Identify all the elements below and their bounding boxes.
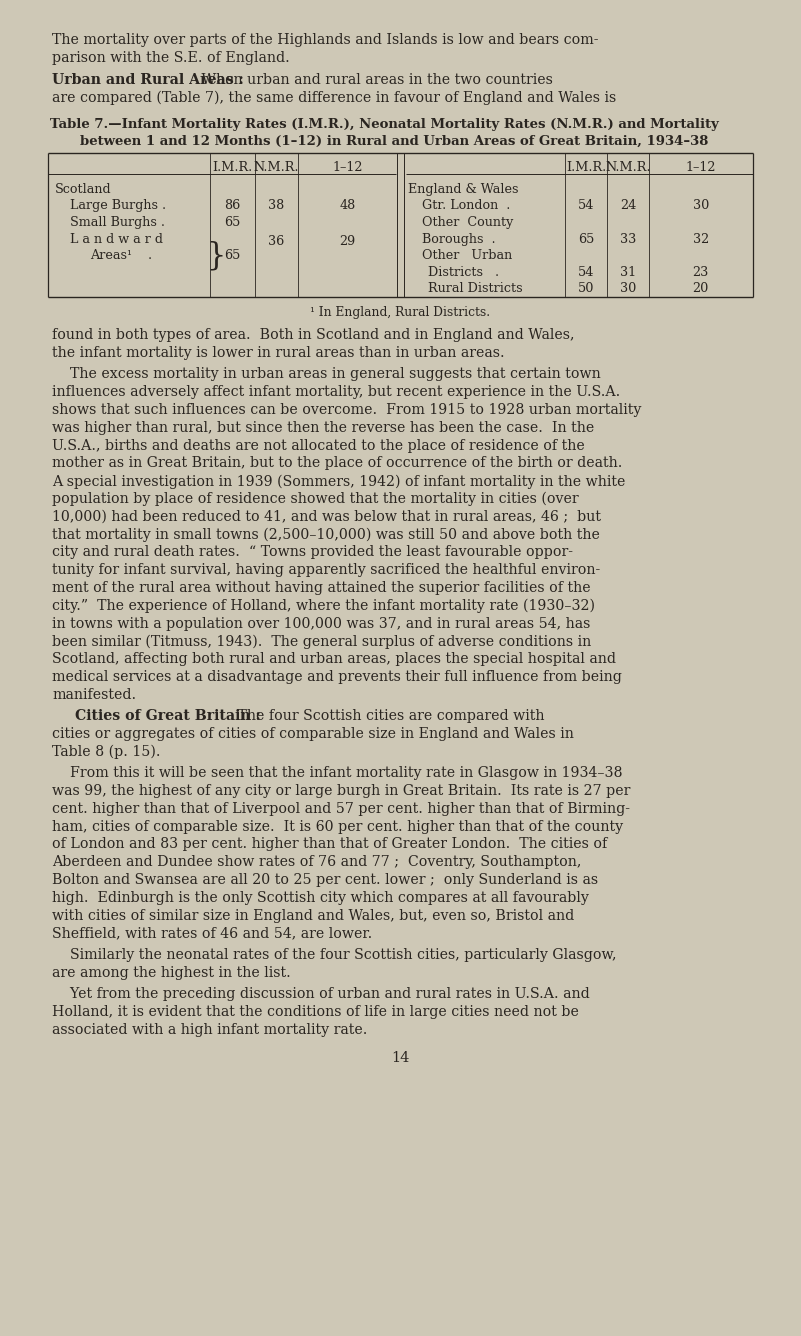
Text: influences adversely affect infant mortality, but recent experience in the U.S.A: influences adversely affect infant morta… <box>52 385 620 399</box>
Text: 20: 20 <box>693 282 709 295</box>
Text: mother as in Great Britain, but to the place of occurrence of the birth or death: mother as in Great Britain, but to the p… <box>52 457 622 470</box>
Text: ment of the rural area without having attained the superior facilities of the: ment of the rural area without having at… <box>52 581 590 595</box>
Text: England & Wales: England & Wales <box>409 183 519 196</box>
Text: Gtr. London  .: Gtr. London . <box>422 199 511 212</box>
Text: 31: 31 <box>620 266 636 279</box>
Text: Urban and Rural Areas :: Urban and Rural Areas : <box>52 73 244 87</box>
Text: parison with the S.E. of England.: parison with the S.E. of England. <box>52 51 290 65</box>
Text: found in both types of area.  Both in Scotland and in England and Wales,: found in both types of area. Both in Sco… <box>52 329 574 342</box>
Text: between 1 and 12 Months (1–12) in Rural and Urban Areas of Great Britain, 1934–3: between 1 and 12 Months (1–12) in Rural … <box>80 135 708 148</box>
Text: Other  County: Other County <box>422 216 514 228</box>
Text: ¹ In England, Rural Districts.: ¹ In England, Rural Districts. <box>311 306 490 319</box>
Text: }: } <box>207 240 226 271</box>
Text: population by place of residence showed that the mortality in cities (over: population by place of residence showed … <box>52 492 578 506</box>
Text: 54: 54 <box>578 199 594 212</box>
Text: tunity for infant survival, having apparently sacrificed the healthful environ-: tunity for infant survival, having appar… <box>52 564 600 577</box>
Text: Scotland: Scotland <box>55 183 111 196</box>
Text: 65: 65 <box>578 232 594 246</box>
Text: 33: 33 <box>620 232 636 246</box>
Text: 38: 38 <box>268 199 284 212</box>
Text: of London and 83 per cent. higher than that of Greater London.  The cities of: of London and 83 per cent. higher than t… <box>52 838 607 851</box>
Text: city and rural death rates.  “ Towns provided the least favourable oppor-: city and rural death rates. “ Towns prov… <box>52 545 573 560</box>
Text: N.M.R.: N.M.R. <box>606 162 650 175</box>
Text: was 99, the highest of any city or large burgh in Great Britain.  Its rate is 27: was 99, the highest of any city or large… <box>52 784 630 798</box>
Text: I.M.R.: I.M.R. <box>212 162 252 175</box>
Text: 50: 50 <box>578 282 594 295</box>
Text: Other   Urban: Other Urban <box>422 250 513 262</box>
Text: 48: 48 <box>340 199 356 212</box>
Text: cities or aggregates of cities of comparable size in England and Wales in: cities or aggregates of cities of compar… <box>52 727 574 741</box>
Text: manifested.: manifested. <box>52 688 136 701</box>
Text: Aberdeen and Dundee show rates of 76 and 77 ;  Coventry, Southampton,: Aberdeen and Dundee show rates of 76 and… <box>52 855 582 870</box>
Text: 65: 65 <box>224 216 240 228</box>
Text: 10,000) had been reduced to 41, and was below that in rural areas, 46 ;  but: 10,000) had been reduced to 41, and was … <box>52 510 601 524</box>
Text: Areas¹    .: Areas¹ . <box>90 250 152 262</box>
Text: 86: 86 <box>224 199 240 212</box>
Text: I.M.R.: I.M.R. <box>566 162 606 175</box>
Text: 54: 54 <box>578 266 594 279</box>
Text: Scotland, affecting both rural and urban areas, places the special hospital and: Scotland, affecting both rural and urban… <box>52 652 616 667</box>
Text: 65: 65 <box>224 250 240 262</box>
Text: Small Burghs .: Small Burghs . <box>70 216 165 228</box>
Text: Cities of Great Britain :: Cities of Great Britain : <box>75 709 260 723</box>
Text: Table 7.—Infant Mortality Rates (I.M.R.), Neonatal Mortality Rates (N.M.R.) and : Table 7.—Infant Mortality Rates (I.M.R.)… <box>50 119 718 131</box>
Text: cent. higher than that of Liverpool and 57 per cent. higher than that of Birming: cent. higher than that of Liverpool and … <box>52 802 630 816</box>
Text: 1–12: 1–12 <box>332 162 363 175</box>
Text: 1–12: 1–12 <box>686 162 716 175</box>
Text: city.”  The experience of Holland, where the infant mortality rate (1930–32): city.” The experience of Holland, where … <box>52 599 595 613</box>
Text: When urban and rural areas in the two countries: When urban and rural areas in the two co… <box>197 73 553 87</box>
Text: the infant mortality is lower in rural areas than in urban areas.: the infant mortality is lower in rural a… <box>52 346 505 361</box>
Text: The four Scottish cities are compared with: The four Scottish cities are compared wi… <box>232 709 544 723</box>
Text: The mortality over parts of the Highlands and Islands is low and bears com-: The mortality over parts of the Highland… <box>52 33 598 47</box>
Text: Table 8 (p. 15).: Table 8 (p. 15). <box>52 745 160 759</box>
Text: Large Burghs .: Large Burghs . <box>70 199 166 212</box>
Text: 36: 36 <box>268 235 284 248</box>
Text: Districts   .: Districts . <box>429 266 500 279</box>
Text: Similarly the neonatal rates of the four Scottish cities, particularly Glasgow,: Similarly the neonatal rates of the four… <box>52 947 617 962</box>
Text: are compared (Table 7), the same difference in favour of England and Wales is: are compared (Table 7), the same differe… <box>52 91 616 106</box>
Text: are among the highest in the list.: are among the highest in the list. <box>52 966 291 979</box>
Text: Boroughs  .: Boroughs . <box>422 232 496 246</box>
Text: with cities of similar size in England and Wales, but, even so, Bristol and: with cities of similar size in England a… <box>52 908 574 923</box>
Text: 30: 30 <box>693 199 709 212</box>
Text: associated with a high infant mortality rate.: associated with a high infant mortality … <box>52 1022 368 1037</box>
Text: N.M.R.: N.M.R. <box>254 162 300 175</box>
Text: Rural Districts: Rural Districts <box>429 282 523 295</box>
Text: that mortality in small towns (2,500–10,000) was still 50 and above both the: that mortality in small towns (2,500–10,… <box>52 528 600 542</box>
Text: 24: 24 <box>620 199 636 212</box>
Text: was higher than rural, but since then the reverse has been the case.  In the: was higher than rural, but since then th… <box>52 421 594 434</box>
Text: Yet from the preceding discussion of urban and rural rates in U.S.A. and: Yet from the preceding discussion of urb… <box>52 987 590 1001</box>
Text: A special investigation in 1939 (Sommers, 1942) of infant mortality in the white: A special investigation in 1939 (Sommers… <box>52 474 626 489</box>
Text: 30: 30 <box>620 282 636 295</box>
Text: 14: 14 <box>392 1051 409 1065</box>
Text: medical services at a disadvantage and prevents their full influence from being: medical services at a disadvantage and p… <box>52 671 622 684</box>
Text: ham, cities of comparable size.  It is 60 per cent. higher than that of the coun: ham, cities of comparable size. It is 60… <box>52 819 623 834</box>
Text: shows that such influences can be overcome.  From 1915 to 1928 urban mortality: shows that such influences can be overco… <box>52 403 642 417</box>
Text: high.  Edinburgh is the only Scottish city which compares at all favourably: high. Edinburgh is the only Scottish cit… <box>52 891 589 904</box>
Text: Bolton and Swansea are all 20 to 25 per cent. lower ;  only Sunderland is as: Bolton and Swansea are all 20 to 25 per … <box>52 872 598 887</box>
Text: From this it will be seen that the infant mortality rate in Glasgow in 1934–38: From this it will be seen that the infan… <box>52 766 622 780</box>
Text: been similar (Titmuss, 1943).  The general surplus of adverse conditions in: been similar (Titmuss, 1943). The genera… <box>52 635 591 649</box>
Text: 29: 29 <box>340 235 356 248</box>
Text: The excess mortality in urban areas in general suggests that certain town: The excess mortality in urban areas in g… <box>52 367 601 382</box>
Text: 32: 32 <box>693 232 709 246</box>
Text: Sheffield, with rates of 46 and 54, are lower.: Sheffield, with rates of 46 and 54, are … <box>52 926 372 941</box>
Text: Holland, it is evident that the conditions of life in large cities need not be: Holland, it is evident that the conditio… <box>52 1005 579 1019</box>
Text: in towns with a population over 100,000 was 37, and in rural areas 54, has: in towns with a population over 100,000 … <box>52 617 590 631</box>
Text: 23: 23 <box>693 266 709 279</box>
Text: L a n d w a r d: L a n d w a r d <box>70 232 163 246</box>
Text: U.S.A., births and deaths are not allocated to the place of residence of the: U.S.A., births and deaths are not alloca… <box>52 438 585 453</box>
